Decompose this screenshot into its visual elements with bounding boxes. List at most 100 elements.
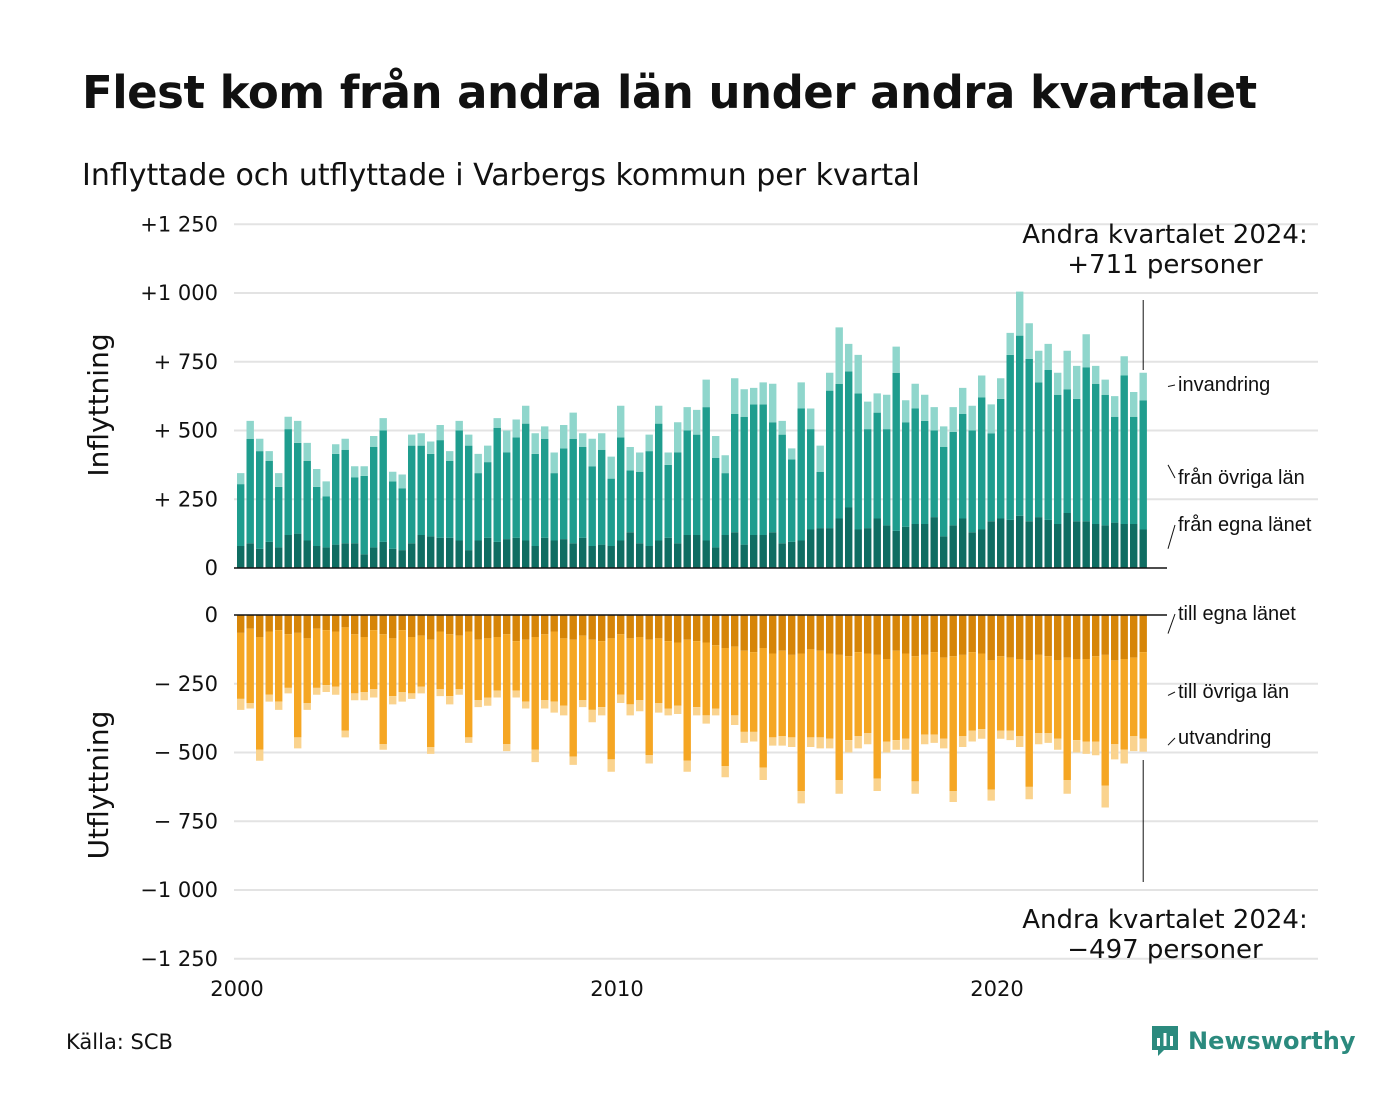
bar-out-2-q9 (322, 685, 330, 692)
bar-in-0-q94 (1130, 524, 1138, 568)
bar-in-0-q63 (835, 518, 843, 568)
bar-out-2-q93 (1120, 749, 1128, 764)
bar-out-2-q24 (465, 737, 473, 743)
bar-out-1-q79 (987, 660, 995, 790)
bar-out-2-q21 (436, 689, 444, 697)
bar-out-1-q8 (313, 628, 321, 688)
top-y-tick-label: +1 250 (140, 212, 218, 236)
bar-in-0-q68 (883, 525, 891, 568)
bar-in-1-q65 (854, 393, 862, 530)
bar-out-1-q82 (1016, 659, 1024, 736)
bar-out-1-q21 (436, 631, 444, 690)
bar-in-0-q65 (854, 529, 862, 568)
bar-in-2-q2 (256, 438, 264, 452)
bar-in-0-q23 (455, 540, 463, 568)
bar-in-0-q90 (1092, 524, 1100, 568)
bar-out-0-q5 (284, 615, 292, 635)
bottom-y-axis-title: Utflyttning (82, 711, 115, 860)
bar-out-0-q70 (902, 615, 910, 654)
bar-in-1-q39 (607, 478, 615, 546)
top-annotation-value: +711 personer (1067, 250, 1263, 280)
series-labels: från egna länet från övriga län invandring… (1167, 374, 1312, 749)
bar-in-0-q88 (1073, 521, 1081, 568)
bar-in-2-q43 (645, 434, 653, 452)
bar-in-1-q81 (1006, 354, 1014, 520)
bar-out-0-q24 (465, 615, 473, 632)
bar-in-1-q56 (769, 422, 777, 533)
bar-out-2-q3 (265, 694, 273, 702)
bar-out-0-q57 (778, 615, 786, 651)
bar-in-2-q32 (541, 426, 549, 439)
bar-in-0-q24 (465, 550, 473, 568)
bar-in-2-q58 (788, 448, 796, 460)
bar-in-0-q79 (987, 521, 995, 568)
bar-in-0-q33 (550, 540, 558, 568)
bar-out-2-q41 (626, 704, 634, 716)
bar-in-2-q12 (351, 466, 359, 478)
bar-in-0-q28 (503, 539, 511, 568)
bar-in-1-q70 (902, 422, 910, 527)
bottom-y-tick-label: − 500 (154, 741, 218, 765)
bar-out-0-q13 (360, 615, 368, 637)
bar-out-0-q2 (256, 615, 264, 637)
bar-out-1-q55 (759, 648, 767, 768)
bar-out-0-q25 (474, 615, 482, 640)
brand-logo: Newsworthy (1150, 1024, 1356, 1058)
bar-out-0-q30 (522, 615, 530, 640)
bar-out-1-q43 (645, 639, 653, 756)
bar-out-2-q29 (512, 690, 520, 698)
bar-in-1-q51 (721, 473, 729, 535)
bar-in-2-q85 (1044, 343, 1052, 370)
bar-out-2-q11 (341, 730, 349, 738)
bar-out-2-q54 (750, 731, 758, 742)
bar-out-1-q27 (493, 637, 501, 691)
bar-in-2-q53 (740, 389, 748, 417)
bar-out-0-q68 (883, 615, 891, 659)
brand-name: Newsworthy (1188, 1027, 1356, 1055)
bar-in-1-q66 (864, 429, 872, 529)
bar-out-2-q90 (1092, 741, 1100, 756)
bar-in-0-q7 (303, 540, 311, 568)
bar-in-2-q10 (332, 444, 340, 454)
bar-in-2-q50 (712, 436, 720, 458)
bar-in-2-q87 (1063, 350, 1071, 390)
bar-out-2-q2 (256, 749, 264, 761)
bar-out-2-q69 (892, 740, 900, 750)
bar-out-2-q8 (313, 687, 321, 695)
bar-in-1-q41 (626, 470, 634, 533)
bar-out-2-q57 (778, 736, 786, 746)
bar-in-1-q82 (1016, 335, 1024, 516)
bar-in-2-q13 (360, 466, 368, 476)
bar-in-0-q56 (769, 532, 777, 568)
bar-in-2-q15 (379, 418, 387, 431)
bar-out-2-q70 (902, 738, 910, 750)
bar-out-1-q36 (579, 635, 587, 701)
bar-out-0-q9 (322, 615, 330, 631)
bar-in-1-q18 (408, 445, 416, 544)
bar-out-1-q40 (617, 634, 625, 695)
bar-out-2-q28 (503, 744, 511, 752)
bar-out-2-q17 (398, 692, 406, 702)
bar-out-1-q26 (484, 638, 492, 698)
bar-out-0-q74 (940, 615, 948, 658)
bar-out-1-q94 (1130, 657, 1138, 736)
bar-out-1-q39 (607, 638, 615, 760)
bar-in-0-q3 (265, 541, 273, 568)
bar-out-0-q8 (313, 615, 321, 629)
bar-out-2-q42 (636, 700, 644, 712)
bar-in-1-q61 (816, 471, 824, 529)
bar-in-1-q87 (1063, 389, 1071, 513)
bar-in-2-q75 (949, 407, 957, 432)
bar-in-2-q80 (997, 378, 1005, 399)
bar-out-2-q85 (1044, 733, 1052, 743)
bar-out-1-q34 (560, 638, 568, 706)
bar-out-0-q14 (370, 615, 378, 631)
bar-out-2-q49 (702, 715, 710, 724)
bar-in-2-q17 (398, 474, 406, 489)
bar-out-2-q91 (1101, 785, 1109, 808)
bar-in-0-q32 (541, 537, 549, 568)
bar-out-2-q10 (332, 686, 340, 695)
bar-in-0-q91 (1101, 525, 1109, 568)
utflyttning-bars (237, 615, 1147, 808)
bar-out-2-q48 (693, 707, 701, 716)
